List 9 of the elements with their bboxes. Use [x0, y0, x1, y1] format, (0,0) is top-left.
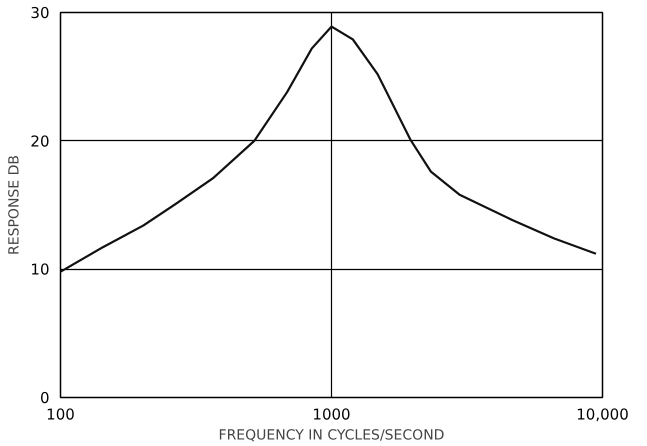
y-tick-label: 10 [30, 260, 50, 279]
y-tick-label: 30 [30, 4, 50, 22]
x-tick-label: 100 [46, 406, 75, 424]
y-axis-title: RESPONSE DB [6, 155, 22, 255]
x-tick-label: 10,000 [576, 406, 629, 424]
x-axis-title: FREQUENCY IN CYCLES/SECOND [218, 428, 444, 444]
y-tick-label: 0 [40, 389, 50, 407]
y-tick-label: 20 [30, 132, 50, 150]
x-tick-label: 1000 [312, 406, 351, 424]
